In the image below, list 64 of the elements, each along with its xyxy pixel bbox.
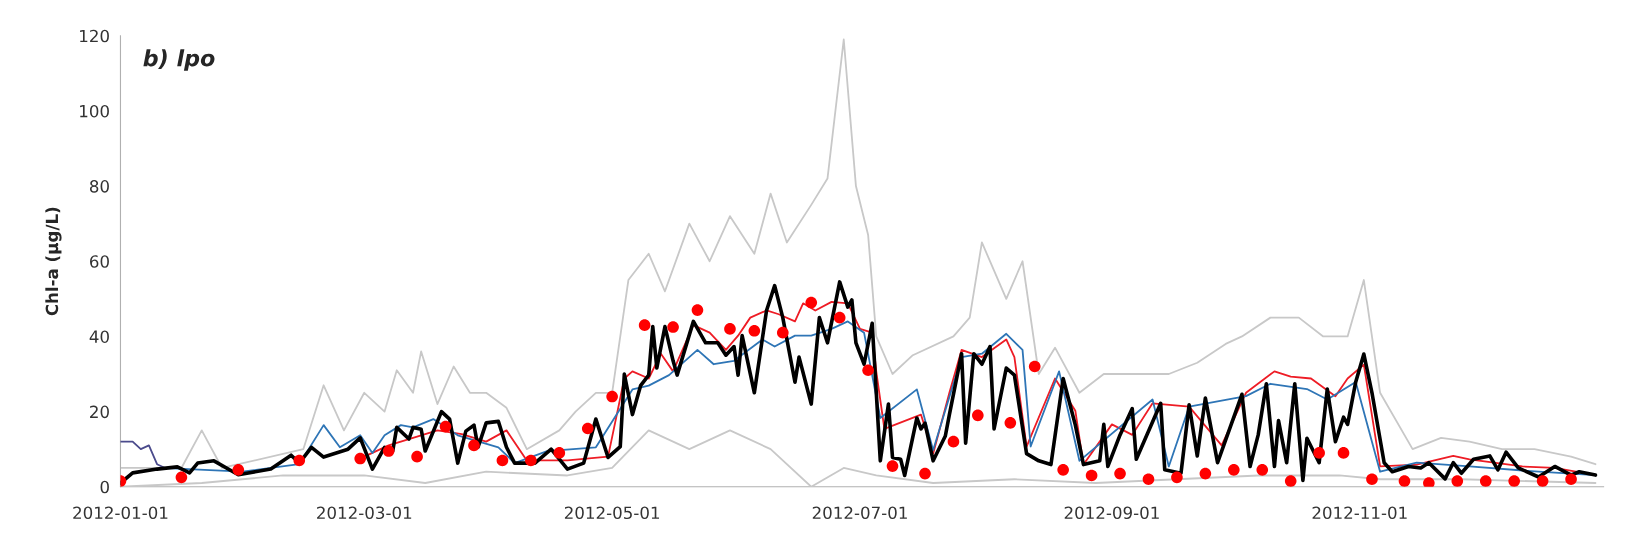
point	[1142, 473, 1155, 486]
point	[776, 326, 789, 339]
point	[581, 422, 594, 435]
point	[1479, 475, 1492, 487]
point	[1028, 360, 1041, 373]
x-tick-label: 2012-03-01	[317, 506, 412, 520]
point	[232, 464, 245, 476]
point	[862, 364, 874, 377]
point	[354, 452, 367, 465]
y-tick-label: 60	[90, 255, 109, 268]
y-tick-label: 40	[89, 330, 109, 343]
point	[1199, 467, 1212, 480]
point	[1313, 447, 1325, 459]
point	[411, 450, 423, 463]
x-tick-label: 2012-05-01	[564, 506, 660, 520]
text: b) lpo	[143, 49, 215, 71]
point	[1085, 469, 1098, 482]
point	[833, 311, 846, 324]
x-tick-label: 2012-07-01	[812, 506, 907, 520]
y-tick-label: 20	[90, 405, 109, 419]
point	[468, 439, 480, 452]
point	[1057, 464, 1069, 476]
y-tick-label: 0	[100, 480, 109, 494]
point	[805, 296, 818, 309]
point	[293, 454, 306, 467]
point	[439, 420, 452, 433]
point	[1256, 464, 1269, 476]
point	[175, 471, 188, 484]
point	[1284, 475, 1297, 487]
point	[1565, 473, 1577, 486]
point	[496, 454, 509, 467]
point	[1337, 447, 1350, 459]
point	[1536, 475, 1549, 487]
x-tick-label: 2012-11-01	[1312, 506, 1407, 520]
point	[947, 435, 960, 448]
point	[691, 304, 704, 316]
y-axis-title: Chl-a (µg/L)	[45, 207, 62, 316]
y-tick-label: 100	[80, 104, 109, 118]
point	[1228, 464, 1240, 476]
point	[1114, 467, 1126, 480]
point	[553, 447, 566, 459]
y-tick-label: 120	[80, 29, 109, 43]
point	[724, 323, 736, 335]
y-tick-label: 80	[89, 180, 109, 193]
point	[1451, 475, 1464, 487]
point	[1423, 477, 1435, 487]
point	[382, 445, 395, 457]
point	[1508, 475, 1520, 487]
line-series	[120, 440, 167, 469]
point	[525, 454, 537, 467]
point	[1366, 473, 1378, 486]
point	[638, 319, 651, 331]
x-tick-label: 2012-09-01	[1064, 506, 1159, 520]
point	[1171, 471, 1183, 484]
point	[1398, 475, 1411, 487]
point	[972, 409, 984, 422]
line-series	[120, 38, 1597, 469]
point	[886, 460, 899, 472]
point	[1004, 417, 1017, 429]
point	[919, 467, 931, 480]
x-tick-label: 2012-01-01	[73, 506, 168, 520]
point	[606, 390, 618, 403]
point	[748, 324, 761, 337]
point	[667, 321, 679, 333]
